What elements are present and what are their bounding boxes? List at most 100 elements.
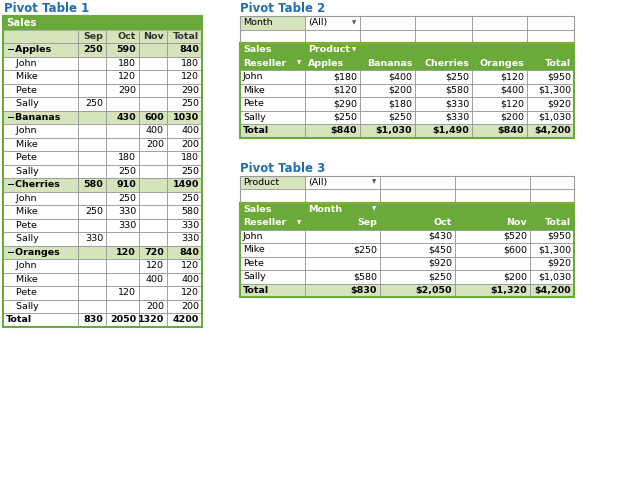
Bar <box>527 16 574 30</box>
Bar <box>530 243 574 257</box>
Bar <box>167 178 202 192</box>
Text: $2,050: $2,050 <box>415 286 452 295</box>
Bar <box>167 245 202 259</box>
Bar <box>455 202 530 216</box>
Text: John: John <box>243 232 264 241</box>
Bar <box>305 110 360 124</box>
Text: $1,030: $1,030 <box>376 126 412 135</box>
Bar <box>360 97 415 110</box>
Bar <box>472 70 527 84</box>
Bar <box>380 176 455 189</box>
Bar <box>305 43 360 57</box>
Bar <box>305 176 380 189</box>
Bar <box>106 43 139 57</box>
Bar <box>240 30 305 43</box>
Bar <box>415 124 472 137</box>
Text: Mike: Mike <box>7 275 38 284</box>
Bar <box>240 110 305 124</box>
Bar <box>139 110 167 124</box>
Bar <box>78 178 106 192</box>
Bar <box>3 70 78 84</box>
Bar <box>240 202 305 216</box>
Bar <box>167 259 202 272</box>
Text: 330: 330 <box>180 234 199 243</box>
Text: ▼: ▼ <box>297 61 301 66</box>
Bar <box>380 257 455 270</box>
Bar <box>3 70 78 84</box>
Bar <box>240 43 574 57</box>
Text: Total: Total <box>243 126 269 135</box>
Bar <box>3 259 78 272</box>
Text: ▼: ▼ <box>352 47 356 52</box>
Bar <box>139 43 167 57</box>
Text: 910: 910 <box>116 180 136 189</box>
Bar <box>167 313 202 327</box>
Text: 840: 840 <box>179 248 199 257</box>
Text: $950: $950 <box>547 72 571 81</box>
Bar <box>167 70 202 84</box>
Bar <box>305 270 380 284</box>
Bar <box>240 57 305 70</box>
Bar <box>240 84 305 97</box>
Bar <box>106 137 139 151</box>
Bar <box>472 110 527 124</box>
Text: $330: $330 <box>445 113 469 122</box>
Bar <box>167 43 202 57</box>
Bar <box>240 110 305 124</box>
Bar <box>305 30 360 43</box>
Bar <box>167 137 202 151</box>
Bar <box>78 300 106 313</box>
Bar <box>78 43 106 57</box>
Bar <box>3 110 78 124</box>
Bar <box>530 189 574 202</box>
Bar <box>167 110 202 124</box>
Bar <box>78 137 106 151</box>
Bar <box>415 84 472 97</box>
Bar <box>167 124 202 137</box>
Bar <box>527 30 574 43</box>
Text: 600: 600 <box>145 113 164 122</box>
Text: −Cherries: −Cherries <box>7 180 60 189</box>
Bar <box>167 286 202 300</box>
Bar <box>240 70 305 84</box>
Bar <box>139 259 167 272</box>
Text: $1,300: $1,300 <box>538 86 571 95</box>
Bar <box>240 124 305 137</box>
Bar <box>472 30 527 43</box>
Bar <box>472 124 527 137</box>
Bar <box>106 137 139 151</box>
Bar <box>139 178 167 192</box>
Bar <box>3 205 78 218</box>
Bar <box>106 286 139 300</box>
Text: Mike: Mike <box>7 140 38 149</box>
Bar <box>380 243 455 257</box>
Bar <box>167 84 202 97</box>
Bar <box>3 84 78 97</box>
Bar <box>415 84 472 97</box>
Bar <box>78 43 106 57</box>
Text: Sally: Sally <box>243 272 266 281</box>
Bar <box>106 178 139 192</box>
Text: $120: $120 <box>500 72 524 81</box>
Bar <box>167 205 202 218</box>
Text: 200: 200 <box>181 140 199 149</box>
Bar <box>106 178 139 192</box>
Text: $920: $920 <box>428 259 452 268</box>
Text: John: John <box>7 194 36 203</box>
Bar <box>106 97 139 110</box>
Bar <box>167 300 202 313</box>
Text: 400: 400 <box>181 126 199 135</box>
Text: Reseller: Reseller <box>243 59 286 68</box>
Bar <box>3 192 78 205</box>
Bar <box>305 243 380 257</box>
Text: Mike: Mike <box>243 86 265 95</box>
Bar <box>139 84 167 97</box>
Bar <box>106 151 139 165</box>
Bar <box>139 245 167 259</box>
Text: $250: $250 <box>445 72 469 81</box>
Bar <box>380 202 455 216</box>
Bar <box>167 192 202 205</box>
Bar <box>106 286 139 300</box>
Text: 290: 290 <box>181 86 199 95</box>
Bar <box>380 257 455 270</box>
